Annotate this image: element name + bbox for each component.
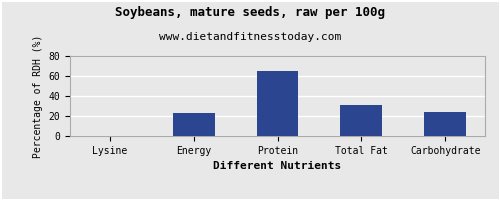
Text: www.dietandfitnesstoday.com: www.dietandfitnesstoday.com (159, 32, 341, 42)
X-axis label: Different Nutrients: Different Nutrients (214, 161, 342, 171)
Bar (172, 113, 214, 136)
Text: Soybeans, mature seeds, raw per 100g: Soybeans, mature seeds, raw per 100g (115, 6, 385, 19)
Bar (256, 71, 298, 136)
Bar (424, 112, 466, 136)
Y-axis label: Percentage of RDH (%): Percentage of RDH (%) (33, 34, 43, 158)
Bar (340, 105, 382, 136)
